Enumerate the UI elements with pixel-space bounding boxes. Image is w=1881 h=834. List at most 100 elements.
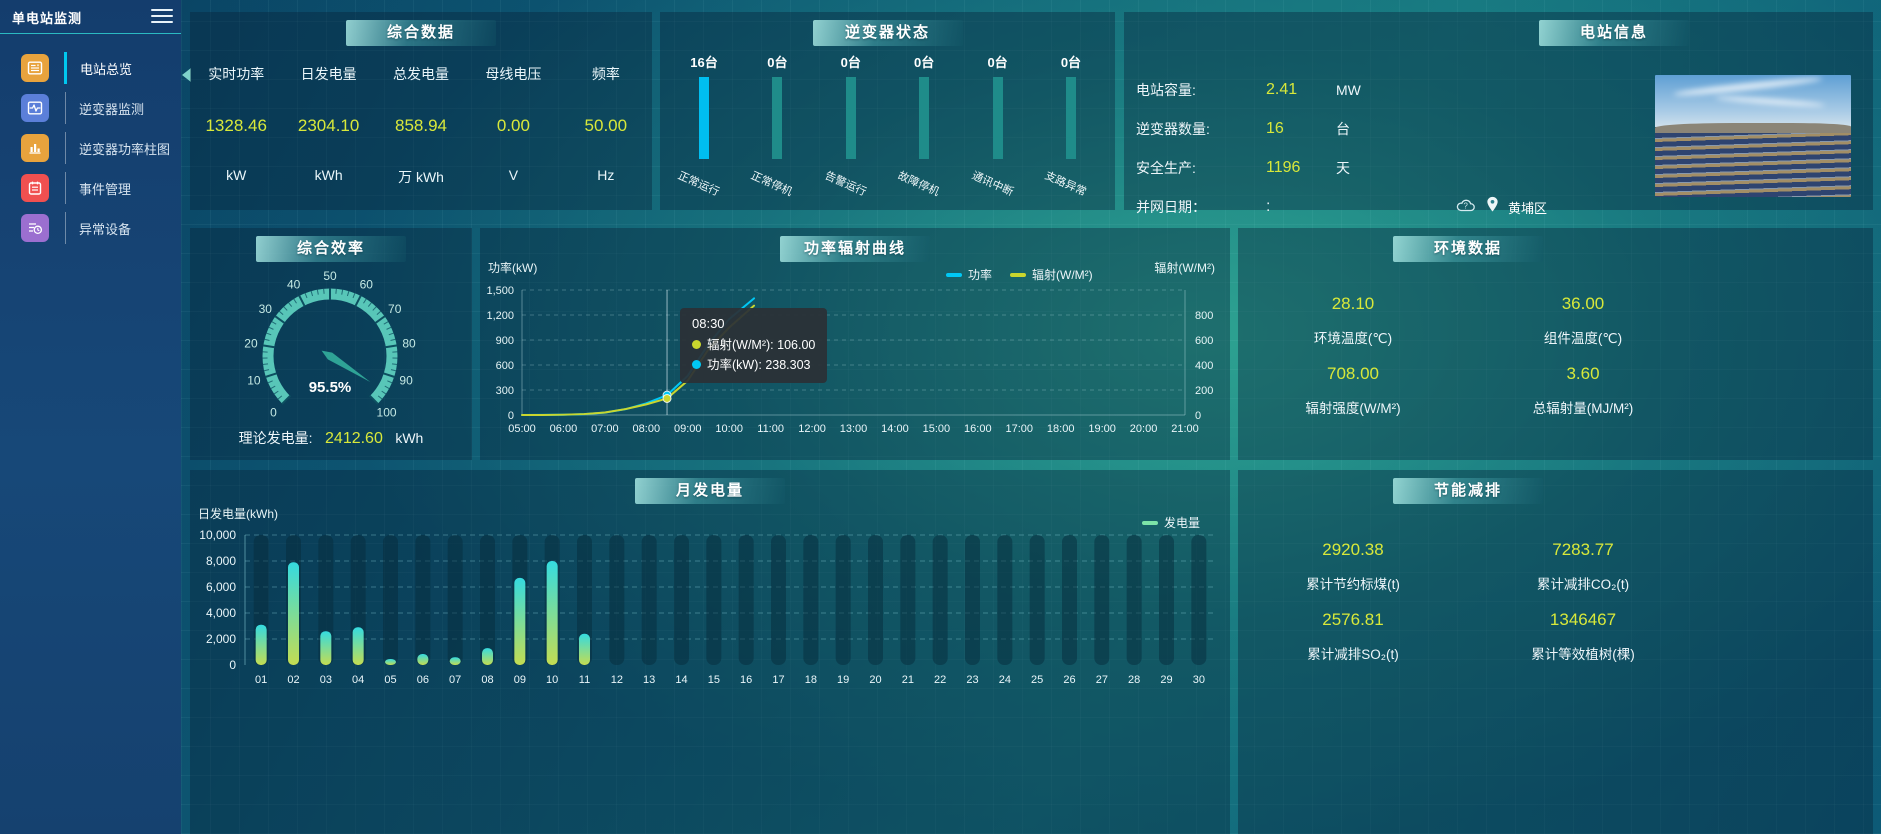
inverter-status-bars: 16台 正常运行 0台 正常停机 0台 告警运行 0台 故障停机 0台 通讯中断 0台 支路异常 (672, 52, 1103, 199)
station-info-value: 2.41 (1266, 80, 1298, 98)
station-info-value: 16 (1266, 119, 1284, 137)
station-info-row: 电站容量: 2.41 MW (1136, 70, 1456, 109)
sidebar-item-divider (65, 212, 66, 244)
sidebar-item-逆变器功率柱图[interactable]: 逆变器功率柱图 (0, 128, 181, 168)
power-radiation-legend: 功率 辐射(W/M²) (946, 266, 1093, 283)
svg-text:100: 100 (377, 406, 397, 420)
svg-text:30: 30 (259, 302, 273, 316)
tooltip-radiation-text: 辐射(W/M²): 106.00 (707, 337, 816, 352)
stat-unit: Hz (597, 167, 615, 183)
theoretical-generation-unit: kWh (395, 430, 424, 446)
sidebar-item-label: 逆变器监测 (79, 101, 145, 117)
svg-text:15: 15 (708, 674, 720, 686)
hamburger-menu-icon[interactable] (151, 9, 173, 25)
sidebar-item-异常设备[interactable]: 异常设备 (0, 208, 181, 248)
inverter-bar (699, 77, 709, 159)
legend-generation[interactable]: 发电量 (1142, 514, 1200, 531)
inverter-bar-告警运行: 0台告警运行 (819, 52, 883, 199)
inverter-count: 16台 (690, 55, 718, 70)
svg-text:600: 600 (496, 360, 514, 372)
stat-unit: 万 kWh (398, 169, 444, 185)
station-info-rows: 电站容量: 2.41 MW 逆变器数量: 16 台安全生产: 1196 天并网日期：: (1136, 70, 1456, 226)
abnormal-device-icon (21, 214, 49, 242)
svg-text:22: 22 (934, 674, 946, 686)
station-info-unit: 天 (1336, 159, 1350, 176)
sidebar-menu: 电站总览逆变器监测逆变器功率柱图 事件管理异常设备 (0, 34, 181, 248)
power-radiation-chart[interactable]: 0 0 300 200 600 400 900 600 1,200 800 1,500 05:00 06… (480, 228, 1230, 460)
svg-text:06: 06 (417, 674, 429, 686)
inverter-bar (772, 77, 783, 159)
svg-text:03: 03 (320, 674, 332, 686)
svg-text:10,000: 10,000 (199, 528, 236, 542)
station-overview-icon (21, 54, 49, 82)
stat-label: 实时功率 (208, 66, 265, 82)
environment-stat: 3.60 总辐射量(MJ/M²) (1468, 346, 1698, 416)
station-photo (1655, 75, 1851, 197)
station-info-label: 逆变器数量: (1136, 120, 1210, 137)
inverter-bar-label: 告警运行 (822, 169, 868, 199)
collapse-arrow-icon[interactable] (182, 68, 191, 82)
svg-text:60: 60 (360, 278, 374, 292)
inverter-bar-label: 通讯中断 (969, 169, 1015, 199)
svg-text:14:00: 14:00 (881, 423, 909, 435)
legend-power[interactable]: 功率 (946, 266, 992, 283)
svg-text:功率(kW): 功率(kW) (488, 260, 537, 275)
station-info-row: 安全生产: 1196 天 (1136, 148, 1456, 187)
svg-text:12:00: 12:00 (798, 423, 826, 435)
sidebar-item-事件管理[interactable]: 事件管理 (0, 168, 181, 208)
station-location: 黄埔区 (1508, 200, 1548, 216)
stat-value: 1328.46 (205, 116, 267, 135)
svg-text:13:00: 13:00 (840, 423, 868, 435)
inverter-bar-通讯中断: 0台 通讯中断 (966, 52, 1030, 199)
svg-text:07: 07 (449, 674, 461, 686)
station-info-label: 电站容量: (1136, 81, 1196, 98)
legend-radiation-label: 辐射(W/M²) (1032, 268, 1093, 282)
panel-title-inverter-status: 逆变器状态 (812, 20, 963, 46)
svg-text:28: 28 (1128, 674, 1140, 686)
station-info-row: 并网日期：: (1136, 187, 1456, 226)
panel-title-energy-saving: 节能减排 (1393, 478, 1543, 504)
inverter-count: 0台 (914, 55, 935, 70)
panel-title-efficiency: 综合效率 (256, 236, 406, 262)
svg-text:02: 02 (287, 674, 299, 686)
svg-text:05: 05 (384, 674, 396, 686)
inverter-bar (919, 77, 930, 159)
inverter-power-bars-icon (21, 134, 49, 162)
sidebar-item-label: 异常设备 (79, 221, 132, 237)
station-info-unit: 台 (1336, 120, 1350, 137)
tooltip-radiation-row: 辐射(W/M²): 106.00 (692, 335, 815, 355)
panel-title-environment: 环境数据 (1393, 236, 1543, 262)
station-footer: ? 黄埔区 (1455, 196, 1547, 218)
svg-text:20: 20 (244, 336, 258, 350)
tooltip-power-row: 功率(kW): 238.303 (692, 355, 815, 375)
station-info-unit: MW (1336, 81, 1361, 98)
panel-energy-saving: 节能减排 2920.38 累计节约标煤(t) 7283.77 累计减排CO₂(t) 25… (1238, 470, 1873, 834)
sidebar: 单电站监测 电站总览 逆变器监测 逆变器功率柱图 事件管理 异常设备 (0, 0, 181, 834)
summary-stat-实时功率: 实时功率 1328.46 kW (190, 64, 282, 187)
environment-label: 辐射强度(W/M²) (1305, 401, 1401, 416)
sidebar-item-逆变器监测[interactable]: 逆变器监测 (0, 88, 181, 128)
inverter-monitor-icon (21, 94, 49, 122)
inverter-count: 0台 (840, 55, 861, 70)
efficiency-gauge-chart[interactable]: 0 10 20 30 40 50 60 70 80 90 100 95.5% (190, 262, 472, 432)
legend-radiation[interactable]: 辐射(W/M²) (1010, 266, 1093, 283)
sidebar-item-divider (64, 52, 67, 84)
svg-text:0: 0 (1195, 410, 1201, 422)
svg-text:08:00: 08:00 (633, 423, 661, 435)
environment-label: 环境温度(℃) (1313, 331, 1393, 346)
inverter-bar-故障停机: 0台 故障停机 (892, 52, 956, 199)
stat-value: 858.94 (395, 116, 448, 135)
svg-text:日发电量(kWh): 日发电量(kWh) (198, 506, 278, 521)
svg-text:10: 10 (546, 674, 558, 686)
svg-text:16:00: 16:00 (964, 423, 992, 435)
stat-value: 0.00 (496, 116, 530, 135)
saving-label: 累计减排CO₂(t) (1536, 577, 1630, 592)
svg-text:40: 40 (287, 278, 301, 292)
monthly-generation-chart[interactable]: 0 2,000 4,000 6,000 8,000 10,000 日发电量(kWh) 01 02… (190, 506, 1230, 746)
sidebar-item-电站总览[interactable]: 电站总览 (0, 48, 181, 88)
svg-text:800: 800 (1195, 310, 1213, 322)
panel-title-summary: 综合数据 (346, 20, 496, 46)
svg-text:10: 10 (247, 374, 261, 388)
inverter-bar-label: 支路异常 (1042, 169, 1088, 199)
